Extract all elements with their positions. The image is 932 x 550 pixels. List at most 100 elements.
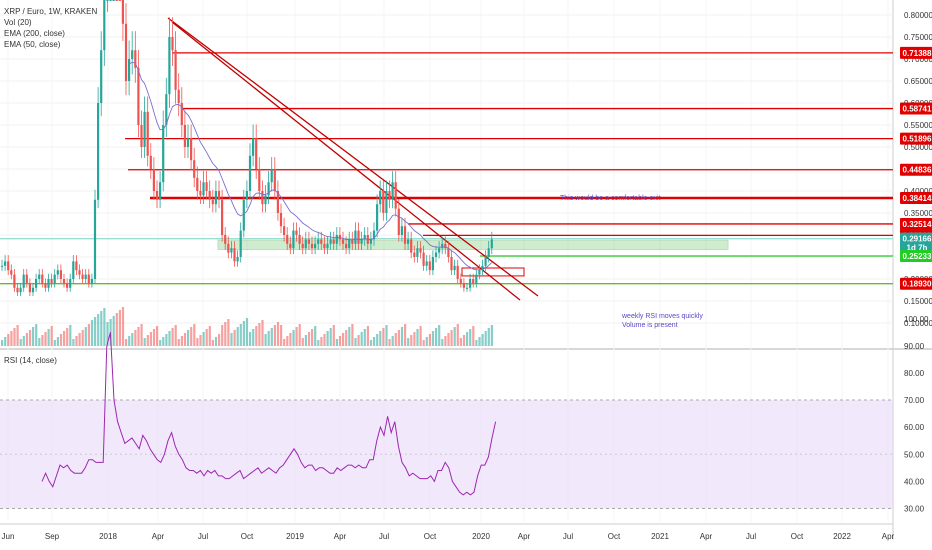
x-tick-label: Apr xyxy=(334,532,347,541)
volume-bar xyxy=(366,326,369,346)
candle-body xyxy=(84,274,87,279)
candle-body xyxy=(180,103,183,125)
candle-body xyxy=(422,252,425,266)
candle-body xyxy=(186,138,190,147)
candle-body xyxy=(295,230,298,235)
candle-body xyxy=(230,248,233,253)
volume-bar xyxy=(462,335,466,346)
volume-bar xyxy=(38,338,41,346)
candle-body xyxy=(276,191,279,213)
volume-bar xyxy=(332,325,335,346)
volume-bar xyxy=(10,331,13,346)
trendline-lower xyxy=(171,21,521,301)
candle-body xyxy=(177,89,180,103)
volume-bar xyxy=(397,330,400,346)
candle-body xyxy=(438,248,441,253)
annotation-exit: This would be a comfortable exit xyxy=(560,195,660,202)
volume-bar xyxy=(162,337,165,346)
volume-bar xyxy=(413,332,416,346)
candle-body xyxy=(341,239,345,244)
volume-bar xyxy=(270,328,273,346)
rsi-tick-label: 70.00 xyxy=(904,396,925,405)
y-tick-label: 0.15000 xyxy=(904,297,932,306)
candle-body xyxy=(441,243,444,249)
candle-body xyxy=(425,261,428,266)
volume-bar xyxy=(450,330,453,346)
candle-body xyxy=(255,138,258,169)
price-badge-label: 0.25233 xyxy=(903,252,932,261)
volume-bar xyxy=(183,333,187,346)
candle-body xyxy=(372,230,376,240)
volume-bar xyxy=(472,326,475,346)
candle-body xyxy=(134,50,137,68)
volume-bar xyxy=(391,336,394,346)
candle-body xyxy=(465,287,469,289)
annotation-volume: Volume is present xyxy=(622,322,678,329)
volume-bar xyxy=(363,329,366,346)
volume-bar xyxy=(25,333,28,346)
volume-bar xyxy=(187,330,190,346)
volume-bar xyxy=(81,330,84,346)
price-badge-label: 0.44836 xyxy=(903,166,932,175)
candle-body xyxy=(171,37,174,51)
y-tick-label: 0.70000 xyxy=(904,55,932,64)
volume-bar xyxy=(481,334,484,346)
volume-bar xyxy=(428,334,431,346)
volume-bar xyxy=(447,333,450,346)
candle-body xyxy=(199,191,202,196)
candle-body xyxy=(149,155,152,169)
candle-body xyxy=(78,270,81,275)
volume-bar xyxy=(261,320,264,346)
volume-bar xyxy=(394,333,397,346)
volume-bar xyxy=(348,327,351,346)
legend-symbol: XRP / Euro, 1W, KRAKEN xyxy=(4,7,98,16)
volume-bar xyxy=(7,334,10,346)
volume-bar xyxy=(444,336,447,346)
candle-body xyxy=(109,0,112,1)
volume-bar xyxy=(329,328,332,346)
volume-bar xyxy=(459,338,462,346)
volume-bar xyxy=(59,334,63,346)
candle-body xyxy=(462,283,465,288)
candle-body xyxy=(97,103,100,200)
volume-bar xyxy=(351,324,354,346)
candle-body xyxy=(307,239,310,244)
volume-bar xyxy=(438,325,441,346)
small-box xyxy=(461,267,525,277)
volume-bar xyxy=(146,335,149,346)
candle-body xyxy=(261,191,264,205)
candle-body xyxy=(13,274,16,288)
volume-bar xyxy=(156,326,159,346)
x-tick-label: Sep xyxy=(45,532,60,541)
candle-body xyxy=(490,239,493,249)
candle-body xyxy=(317,239,320,244)
volume-bar xyxy=(44,332,47,346)
price-badge xyxy=(900,46,932,59)
candle-body xyxy=(345,243,348,249)
price-badge xyxy=(900,277,932,290)
legend-ema50: EMA (50, close) xyxy=(4,40,61,49)
candle-body xyxy=(385,191,388,213)
candle-body xyxy=(47,279,50,288)
candle-body xyxy=(326,243,329,249)
x-tick-label: 2019 xyxy=(286,532,304,541)
candle-body xyxy=(140,125,143,147)
candle-body xyxy=(236,257,239,262)
volume-bar xyxy=(416,329,419,346)
candle-body xyxy=(298,235,301,244)
y-tick-label: 0.55000 xyxy=(904,121,932,130)
candle-body xyxy=(152,169,155,191)
candle-body xyxy=(329,239,332,244)
rsi-tick-label: 90.00 xyxy=(904,342,925,351)
volume-bar xyxy=(177,339,180,346)
volume-bar xyxy=(32,327,35,346)
candle-body xyxy=(354,230,357,244)
price-badge-label: 0.51896 xyxy=(903,135,932,144)
volume-bar xyxy=(221,325,224,346)
candle-body xyxy=(314,243,317,249)
x-tick-label: 2018 xyxy=(99,532,117,541)
candle-body xyxy=(242,199,245,231)
x-tick-label: Jul xyxy=(198,532,208,541)
candle-body xyxy=(38,274,41,279)
